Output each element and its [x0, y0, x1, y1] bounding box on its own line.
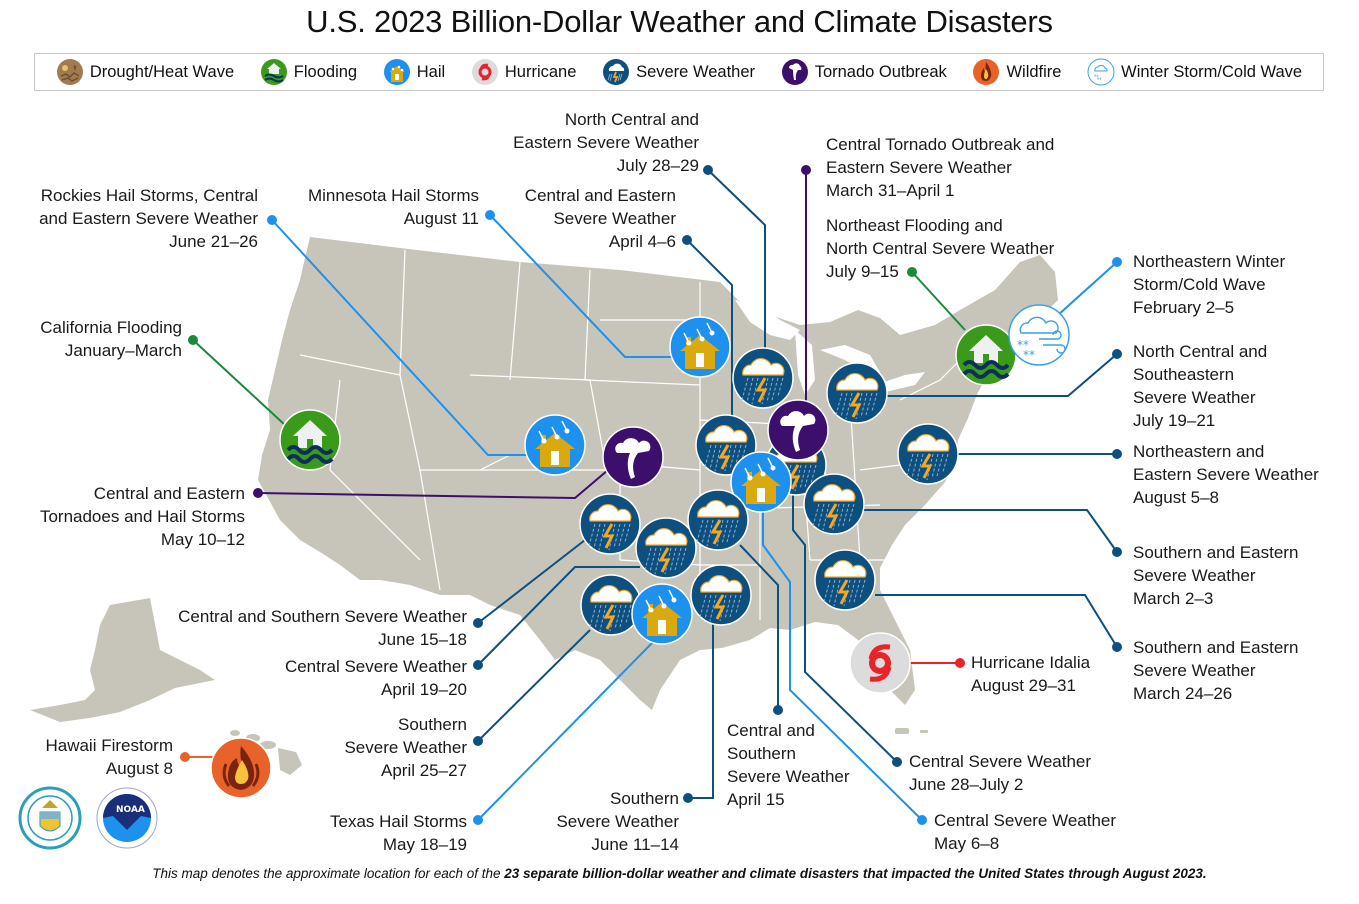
severe-weather-icon	[603, 59, 630, 85]
puerto-rico-land	[895, 728, 928, 734]
page-title: U.S. 2023 Billion-Dollar Weather and Cli…	[306, 4, 1053, 39]
label-northeast-flooding: Northeast Flooding and North Central Seve…	[826, 216, 1055, 281]
rockies-hail-icon[interactable]	[524, 414, 586, 476]
label-north-central-eastern-severe: North Central and Eastern Severe Weather J…	[513, 110, 699, 175]
severe-weather-icon[interactable]	[896, 422, 960, 486]
label-central-tornado-outbreak: Central Tornado Outbreak and Eastern Seve…	[826, 135, 1055, 200]
label-southern-eastern-mar24: Southern and Eastern Severe Weather March …	[1133, 638, 1299, 703]
label-southern-eastern-mar2: Southern and Eastern Severe Weather March …	[1133, 543, 1299, 608]
footer-note: This map denotes the approximate locatio…	[0, 866, 1359, 881]
tornado-icon[interactable]	[602, 426, 664, 488]
label-central-southern-apr15: Central and Southern Severe Weather April 1…	[727, 721, 850, 809]
footer-bold: 23 separate billion-dollar weather and c…	[504, 866, 1207, 881]
northeast-flooding-icon[interactable]	[954, 323, 1018, 387]
legend-item-hurricane: Hurricane	[471, 58, 577, 86]
label-hurricane-idalia: Hurricane Idalia August 29–31	[971, 653, 1091, 695]
label-central-jun28: Central Severe Weather June 28–July 2	[909, 752, 1092, 794]
legend-item-winter-storm: ** ** Winter Storm/Cold Wave	[1087, 58, 1302, 86]
severe-weather-icon[interactable]	[686, 488, 750, 552]
label-rockies-hail: Rockies Hail Storms, Central and Eastern …	[39, 186, 258, 251]
legend-item-tornado: Tornado Outbreak	[781, 58, 947, 86]
severe-weather-icon[interactable]	[689, 563, 753, 627]
label-southern-apr25: Southern Severe Weather April 25–27	[344, 715, 467, 780]
label-california-flooding: California Flooding January–March	[40, 318, 182, 360]
legend-item-severe-weather: Severe Weather	[602, 58, 755, 86]
legend-label: Severe Weather	[636, 62, 756, 81]
label-north-central-southeastern: North Central and Southeastern Severe Weat…	[1133, 342, 1268, 430]
legend-item-drought: Drought/Heat Wave	[56, 58, 234, 86]
legend-item-hail: Hail	[383, 58, 445, 86]
legend-label: Flooding	[293, 62, 358, 81]
label-central-eastern-tornadoes-hail: Central and Eastern Tornadoes and Hail St…	[39, 484, 245, 549]
alaska-land	[30, 598, 215, 722]
hail-icon	[383, 59, 410, 85]
legend-label: Hail	[416, 62, 446, 81]
label-central-apr19: Central Severe Weather April 19–20	[284, 657, 467, 699]
label-minnesota-hail: Minnesota Hail Storms August 11	[307, 186, 479, 228]
label-northeastern-winter-storm: Northeastern Winter Storm/Cold Wave Februa…	[1133, 252, 1286, 317]
svg-text:**: **	[1097, 78, 1102, 84]
wildfire-icon	[973, 59, 1000, 85]
severe-weather-icon[interactable]	[802, 472, 866, 536]
svg-text:NOAA: NOAA	[116, 805, 145, 815]
label-southern-jun11: Southern Severe Weather June 11–14	[556, 789, 679, 854]
legend-label: Tornado Outbreak	[814, 62, 947, 81]
minnesota-hail-icon[interactable]	[669, 316, 731, 378]
footer-prefix: This map denotes the approximate locatio…	[152, 866, 505, 881]
label-northeastern-eastern: Northeastern and Eastern Severe Weather Au…	[1133, 442, 1319, 507]
severe-weather-icon[interactable]	[813, 548, 877, 612]
tornado-outbreak-icon	[781, 59, 808, 85]
legend-item-wildfire: Wildfire	[972, 58, 1061, 86]
hurricane-icon	[471, 59, 498, 85]
winter-storm-cold-wave-icon: ****	[1087, 58, 1115, 86]
legend-item-flooding: Flooding	[260, 58, 357, 86]
texas-hail-icon[interactable]	[631, 583, 693, 645]
hurricane-idalia-icon[interactable]	[850, 633, 910, 693]
label-central-eastern-severe-apr: Central and Eastern Severe Weather April 4…	[524, 186, 676, 251]
label-hawaii-firestorm: Hawaii Firestorm August 8	[45, 736, 173, 778]
tornado-icon[interactable]	[767, 399, 829, 461]
drought-heat-wave-icon	[56, 59, 83, 85]
severe-weather-icon[interactable]	[634, 516, 698, 580]
severe-weather-icon[interactable]	[579, 573, 643, 637]
legend-label: Winter Storm/Cold Wave	[1121, 62, 1303, 81]
winter-storm-icon[interactable]	[1008, 304, 1070, 366]
severe-weather-icon[interactable]	[578, 492, 642, 556]
noaa-logo: NOAA	[96, 787, 158, 849]
legend: Drought/Heat Wave Flooding Hail Hurrican…	[34, 53, 1324, 91]
severe-weather-icon[interactable]	[731, 346, 795, 410]
label-central-may6: Central Severe Weather May 6–8	[934, 811, 1117, 853]
label-central-southern-jun: Central and Southern Severe Weather June …	[178, 607, 467, 649]
legend-label: Wildfire	[1006, 62, 1062, 81]
legend-label: Hurricane	[504, 62, 577, 81]
commerce-seal	[18, 786, 82, 850]
legend-label: Drought/Heat Wave	[89, 62, 235, 81]
california-flooding-icon[interactable]	[278, 408, 342, 472]
flooding-icon	[260, 59, 287, 85]
hawaii-land	[230, 730, 302, 775]
svg-text:**: **	[1094, 75, 1099, 81]
severe-weather-icon[interactable]	[825, 361, 889, 425]
label-texas-hail: Texas Hail Storms May 18–19	[330, 812, 467, 854]
hawaii-wildfire-icon[interactable]	[209, 736, 273, 800]
